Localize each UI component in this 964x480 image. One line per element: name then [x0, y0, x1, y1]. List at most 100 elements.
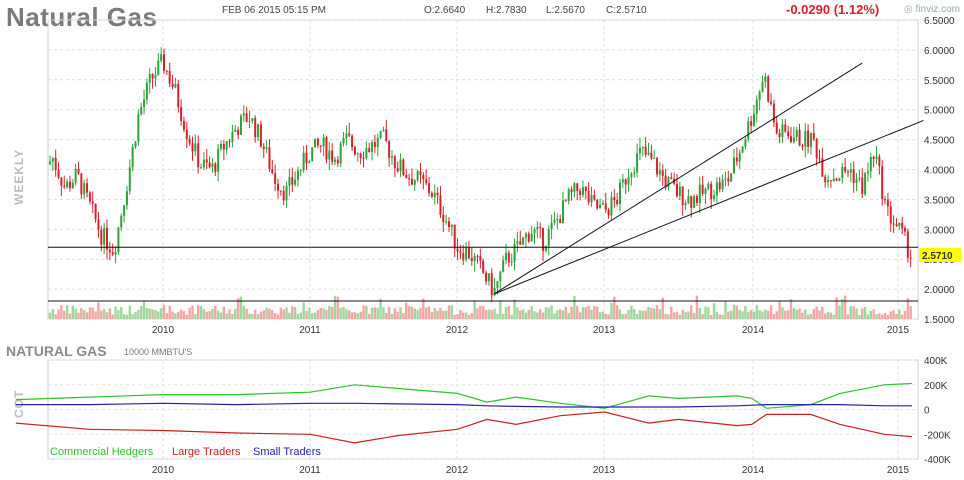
candle-body	[228, 141, 231, 143]
volume-bar	[521, 309, 525, 319]
candle-body	[299, 170, 302, 172]
volume-bar	[379, 298, 382, 319]
candle-body	[869, 156, 872, 172]
candle-body	[225, 141, 228, 150]
volume-bar	[576, 305, 579, 319]
volume-bar	[809, 313, 813, 319]
volume-bar	[561, 310, 565, 319]
volume-bar	[137, 309, 140, 319]
candle-body	[123, 205, 126, 216]
volume-bar	[302, 302, 305, 319]
candle-body	[254, 118, 257, 138]
volume-bar	[211, 308, 214, 319]
volume-bar	[567, 312, 570, 319]
volume-bar	[678, 314, 682, 319]
candle-body	[425, 179, 428, 184]
candle-body	[171, 83, 174, 88]
candle-body	[770, 101, 773, 104]
candle-body	[177, 83, 180, 108]
candle-body	[205, 159, 208, 163]
volume-bar	[630, 305, 633, 319]
price-y-tick: 3.0000	[924, 225, 955, 236]
candle-body	[106, 228, 108, 250]
volume-bar	[596, 306, 599, 319]
volume-bar	[749, 309, 753, 319]
price-y-tick: 3.5000	[924, 195, 955, 206]
volume-bar	[655, 305, 659, 319]
candle-body	[636, 153, 639, 173]
volume-bar	[510, 314, 513, 319]
volume-bar	[801, 312, 804, 319]
candle-body	[832, 178, 835, 182]
volume-bar	[185, 314, 188, 319]
volume-bar	[311, 313, 314, 319]
candle-body	[556, 219, 559, 221]
volume-bar	[781, 307, 784, 319]
cot-line-commercial-hedgers	[15, 382, 913, 409]
volume-bar	[405, 302, 408, 319]
volume-bar	[248, 313, 251, 319]
price-y-tick: 5.0000	[924, 106, 955, 117]
candle-body	[242, 113, 245, 116]
candle-body	[94, 203, 97, 220]
candle-body	[237, 129, 240, 135]
volume-bar	[698, 308, 701, 319]
candle-body	[653, 158, 656, 160]
volume-bar	[348, 310, 351, 319]
volume-bar	[390, 314, 394, 319]
candle-body	[573, 183, 576, 193]
volume-bar	[236, 298, 240, 319]
logo-icon: ◎	[904, 4, 916, 15]
close-label: C:2.5710	[606, 5, 647, 16]
volume-bar	[493, 308, 496, 319]
volume-bar	[105, 312, 109, 319]
volume-bar	[91, 307, 94, 319]
volume-bar	[362, 305, 365, 319]
volume-bar	[653, 308, 656, 319]
volume-bar	[188, 307, 191, 319]
volume-bar	[815, 306, 818, 319]
candle-body	[97, 219, 100, 230]
volume-bar	[325, 309, 328, 319]
candle-body	[265, 147, 268, 150]
volume-bar	[710, 314, 713, 319]
candle-body	[713, 195, 716, 200]
cot-y-tick: -400K	[924, 455, 951, 466]
volume-bar	[396, 311, 399, 319]
candle-body	[279, 190, 282, 192]
candle-body	[197, 143, 200, 168]
finviz-logo[interactable]: ◎ finviz.com	[904, 4, 960, 15]
candle-body	[365, 148, 368, 159]
volume-bar	[279, 307, 283, 319]
candle-body	[898, 222, 901, 226]
candle-body	[80, 173, 83, 195]
volume-bar	[533, 311, 536, 319]
candle-body	[767, 76, 770, 102]
volume-bar	[114, 306, 117, 319]
legend-large: Large Traders	[172, 446, 240, 458]
volume-bar	[74, 308, 77, 319]
candle-body	[710, 183, 713, 200]
candle-body	[467, 247, 470, 258]
candle-body	[145, 82, 148, 100]
volume-bar	[365, 305, 368, 319]
volume-bar	[262, 310, 265, 319]
candle-body	[151, 73, 154, 79]
volume-bar	[254, 309, 257, 319]
candle-body	[610, 197, 613, 216]
volume-bar	[85, 312, 89, 319]
volume-bar	[459, 310, 462, 319]
volume-bar	[330, 307, 334, 319]
chart-title: Natural Gas	[6, 2, 158, 32]
volume-bar	[487, 309, 491, 319]
volume-bar	[647, 306, 650, 319]
volume-bar	[159, 308, 163, 319]
trendline-1	[493, 62, 863, 295]
candle-body	[351, 135, 354, 148]
volume-bar	[447, 305, 451, 319]
volume-bar	[102, 309, 106, 319]
candle-body	[448, 221, 450, 227]
volume-bar	[51, 309, 55, 319]
volume-bar	[735, 305, 739, 319]
candle-body	[334, 159, 336, 162]
